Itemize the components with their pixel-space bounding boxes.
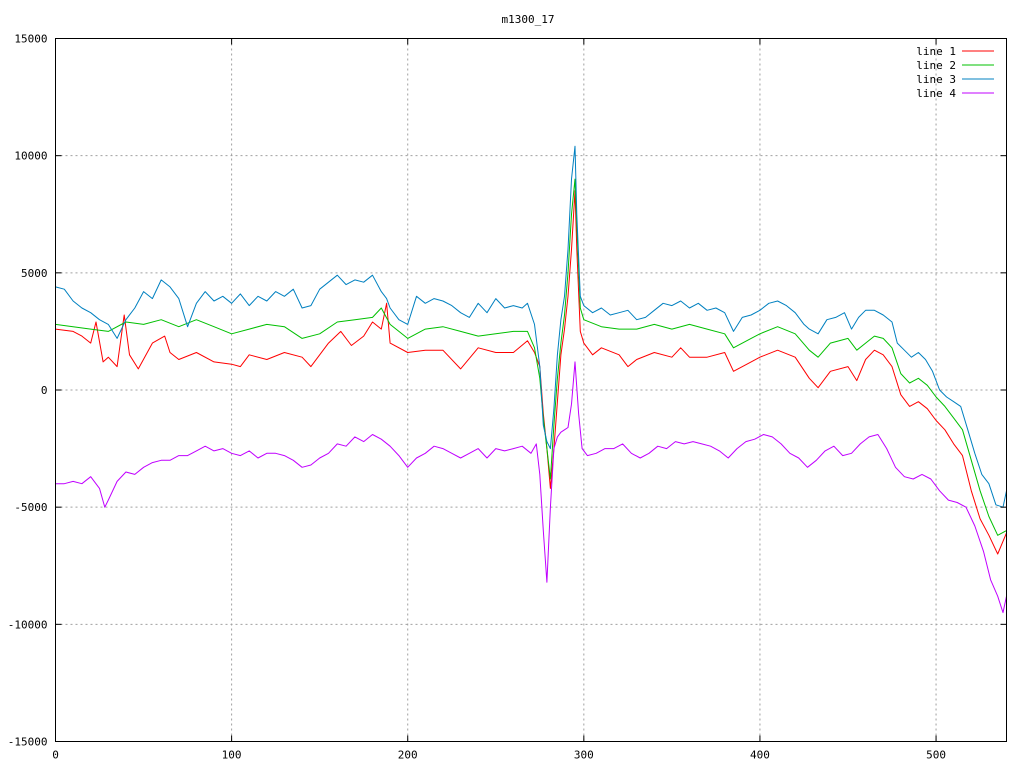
y-tick-label: -15000 [8, 736, 48, 749]
series-line-1 [55, 190, 1007, 555]
series-line-2 [55, 178, 1007, 536]
y-tick-label: 0 [41, 384, 48, 397]
series-group [55, 145, 1007, 614]
y-tick-label: -5000 [14, 501, 47, 514]
x-tick-label: 300 [574, 749, 594, 762]
series-line-3 [55, 145, 1007, 508]
series-line-4 [55, 361, 1007, 614]
legend-label-1: line 1 [916, 45, 956, 58]
y-tick-label: 15000 [14, 33, 47, 46]
legend-label-4: line 4 [916, 87, 956, 100]
y-tick-label: 5000 [21, 267, 48, 280]
y-tick-label: 10000 [14, 150, 47, 163]
legend-label-2: line 2 [916, 59, 956, 72]
legend-label-3: line 3 [916, 73, 956, 86]
y-tick-label: -10000 [8, 618, 48, 631]
x-tick-label: 200 [398, 749, 418, 762]
grid [55, 38, 1007, 742]
axes: 0 100 200 300 400 500 -15000 -10000 -5000 0 5000 10… [8, 33, 1007, 762]
chart-title: m1300_17 [502, 13, 555, 26]
x-tick-label: 100 [222, 749, 242, 762]
x-tick-label: 0 [52, 749, 59, 762]
x-tick-label: 500 [926, 749, 946, 762]
x-tick-label: 400 [750, 749, 770, 762]
